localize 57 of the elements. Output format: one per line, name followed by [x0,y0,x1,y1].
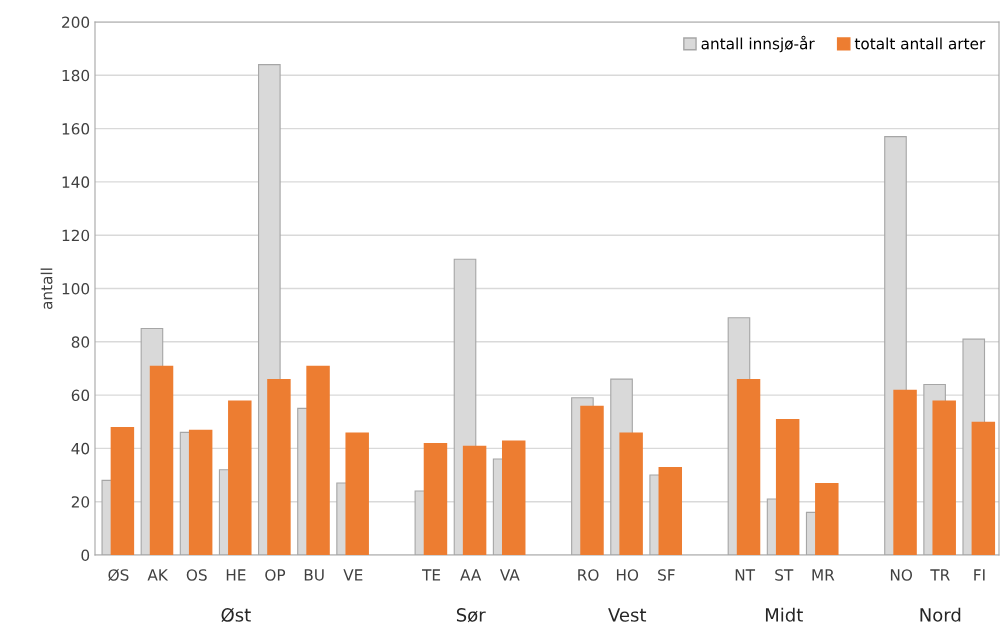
x-tick-label: SF [658,569,675,581]
bar [501,440,526,555]
text: Øst [221,607,251,623]
x-tick-label: AA [460,569,482,581]
x-tick-label: ØS [108,568,129,582]
x-tick-label: FI [974,569,985,581]
legend-label: antall innsjø-år [701,35,815,53]
x-tick-label: BU [304,569,324,581]
bar [345,432,369,555]
x-tick-label: OP [265,569,286,581]
text: Vest [608,608,647,622]
text: Nord [920,607,961,622]
legend-label: totalt antall arter [854,37,986,50]
x-tick-label: NO [890,569,913,581]
bar [423,443,448,555]
bar [893,389,917,555]
bar [580,405,604,555]
bar [462,445,487,555]
x-tick-label: AK [147,569,169,581]
x-tick-label: MR [812,569,835,581]
x-tick-label: ST [775,569,794,581]
y-axis-title: antall [40,268,53,310]
y-tick-label: 140 [62,176,90,188]
x-tick-label: HO [616,569,639,581]
y-tick-label: 60 [71,389,90,402]
y-tick-label: 180 [62,69,90,82]
x-tick-label: TR [930,569,950,581]
bar [619,432,643,555]
bar [932,400,956,555]
bar [306,365,330,555]
x-tick-label: VE [343,569,363,581]
y-tick-label: 80 [71,336,90,348]
bar [658,467,683,555]
bar [736,379,761,555]
text: Sør [456,608,486,623]
y-tick-label: 200 [62,16,90,29]
x-tick-label: HE [226,569,246,581]
bar [971,421,996,555]
bar [267,379,291,555]
y-tick-label: 100 [62,282,90,295]
x-tick-label: NT [735,569,756,581]
bar [149,365,174,555]
bar [775,419,800,555]
x-tick-label: OS [186,569,207,581]
bar [815,483,839,555]
bar [110,427,135,555]
y-tick-label: 120 [62,229,90,242]
y-tick-label: 40 [71,442,90,455]
x-tick-label: VA [499,569,520,581]
bar [188,429,213,555]
x-tick-label: RO [578,569,599,581]
x-tick-label: TE [422,569,441,581]
y-tick-label: 160 [62,123,90,135]
text: Midt [765,607,803,622]
bar [228,400,252,555]
y-tick-label: 20 [71,496,90,508]
y-tick-label: 0 [81,549,90,562]
